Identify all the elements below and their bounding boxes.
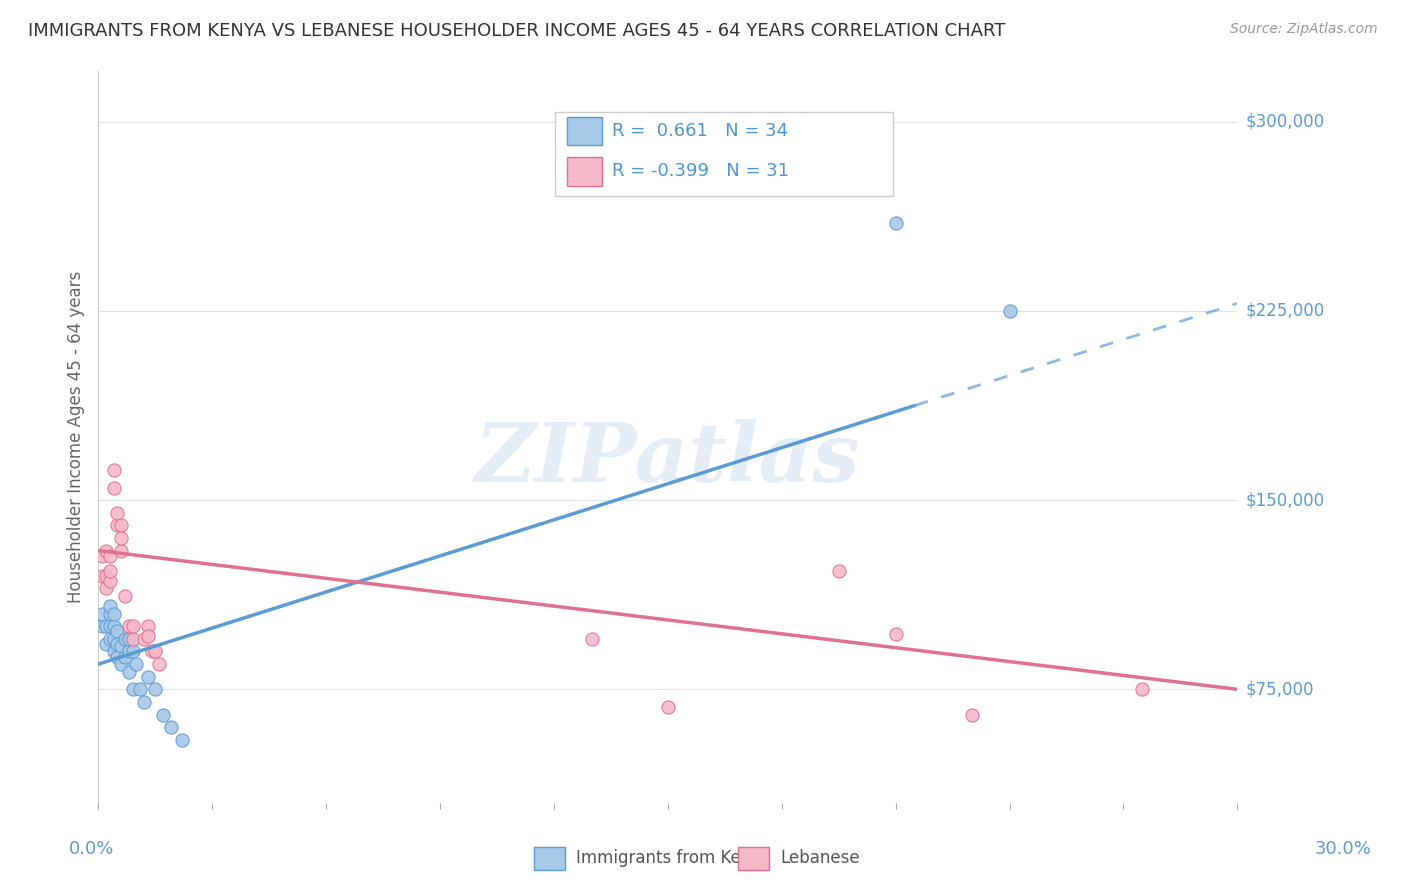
Text: $300,000: $300,000	[1246, 112, 1324, 131]
Point	[98, 619, 121, 633]
Point	[145, 682, 167, 697]
Point	[998, 304, 1021, 318]
Point	[145, 644, 167, 658]
Point	[960, 707, 983, 722]
Point	[170, 732, 193, 747]
Point	[136, 629, 159, 643]
Point	[141, 644, 163, 658]
Point	[148, 657, 170, 671]
Point	[91, 549, 114, 563]
Point	[94, 582, 117, 596]
Point	[159, 720, 181, 734]
Point	[110, 531, 132, 545]
Point	[884, 627, 907, 641]
Point	[103, 632, 125, 646]
Point	[1132, 682, 1154, 697]
Point	[152, 707, 174, 722]
Point	[110, 640, 132, 654]
Point	[91, 619, 114, 633]
Text: ZIPatlas: ZIPatlas	[475, 419, 860, 499]
Text: $225,000: $225,000	[1246, 302, 1324, 320]
Point	[118, 632, 141, 646]
Point	[125, 657, 148, 671]
Point	[98, 574, 121, 588]
Point	[103, 644, 125, 658]
Point	[107, 624, 129, 639]
Y-axis label: Householder Income Ages 45 - 64 years: Householder Income Ages 45 - 64 years	[66, 271, 84, 603]
Point	[121, 644, 143, 658]
Point	[132, 632, 155, 646]
Point	[103, 481, 125, 495]
Point	[107, 506, 129, 520]
Point	[121, 632, 143, 646]
Point	[657, 700, 679, 714]
Point	[103, 607, 125, 621]
Point	[114, 649, 136, 664]
Point	[103, 619, 125, 633]
Text: Lebanese: Lebanese	[780, 849, 860, 867]
Point	[118, 644, 141, 658]
Point	[132, 695, 155, 709]
Point	[110, 657, 132, 671]
Point	[118, 619, 141, 633]
Point	[94, 543, 117, 558]
Text: R = -0.399   N = 31: R = -0.399 N = 31	[612, 162, 789, 180]
Text: R =  0.661   N = 34: R = 0.661 N = 34	[612, 122, 787, 140]
Text: 0.0%: 0.0%	[69, 840, 114, 858]
Point	[94, 637, 117, 651]
Point	[98, 632, 121, 646]
Point	[110, 543, 132, 558]
Point	[91, 569, 114, 583]
Point	[94, 569, 117, 583]
Point	[121, 682, 143, 697]
Point	[884, 216, 907, 230]
Point	[118, 665, 141, 679]
Point	[103, 463, 125, 477]
Point	[114, 632, 136, 646]
Text: 30.0%: 30.0%	[1315, 840, 1371, 858]
Point	[136, 670, 159, 684]
Text: Immigrants from Kenya: Immigrants from Kenya	[576, 849, 772, 867]
Point	[129, 682, 152, 697]
Point	[107, 518, 129, 533]
Text: $75,000: $75,000	[1246, 681, 1315, 698]
Point	[110, 518, 132, 533]
Point	[98, 549, 121, 563]
Point	[107, 637, 129, 651]
Point	[98, 599, 121, 613]
Text: IMMIGRANTS FROM KENYA VS LEBANESE HOUSEHOLDER INCOME AGES 45 - 64 YEARS CORRELAT: IMMIGRANTS FROM KENYA VS LEBANESE HOUSEH…	[28, 22, 1005, 40]
Text: $150,000: $150,000	[1246, 491, 1324, 509]
Point	[581, 632, 603, 646]
Point	[107, 649, 129, 664]
Text: Source: ZipAtlas.com: Source: ZipAtlas.com	[1230, 22, 1378, 37]
Point	[91, 607, 114, 621]
Point	[136, 619, 159, 633]
Point	[98, 607, 121, 621]
Point	[828, 564, 851, 578]
Point	[94, 619, 117, 633]
Point	[98, 564, 121, 578]
Point	[114, 589, 136, 603]
Point	[121, 619, 143, 633]
